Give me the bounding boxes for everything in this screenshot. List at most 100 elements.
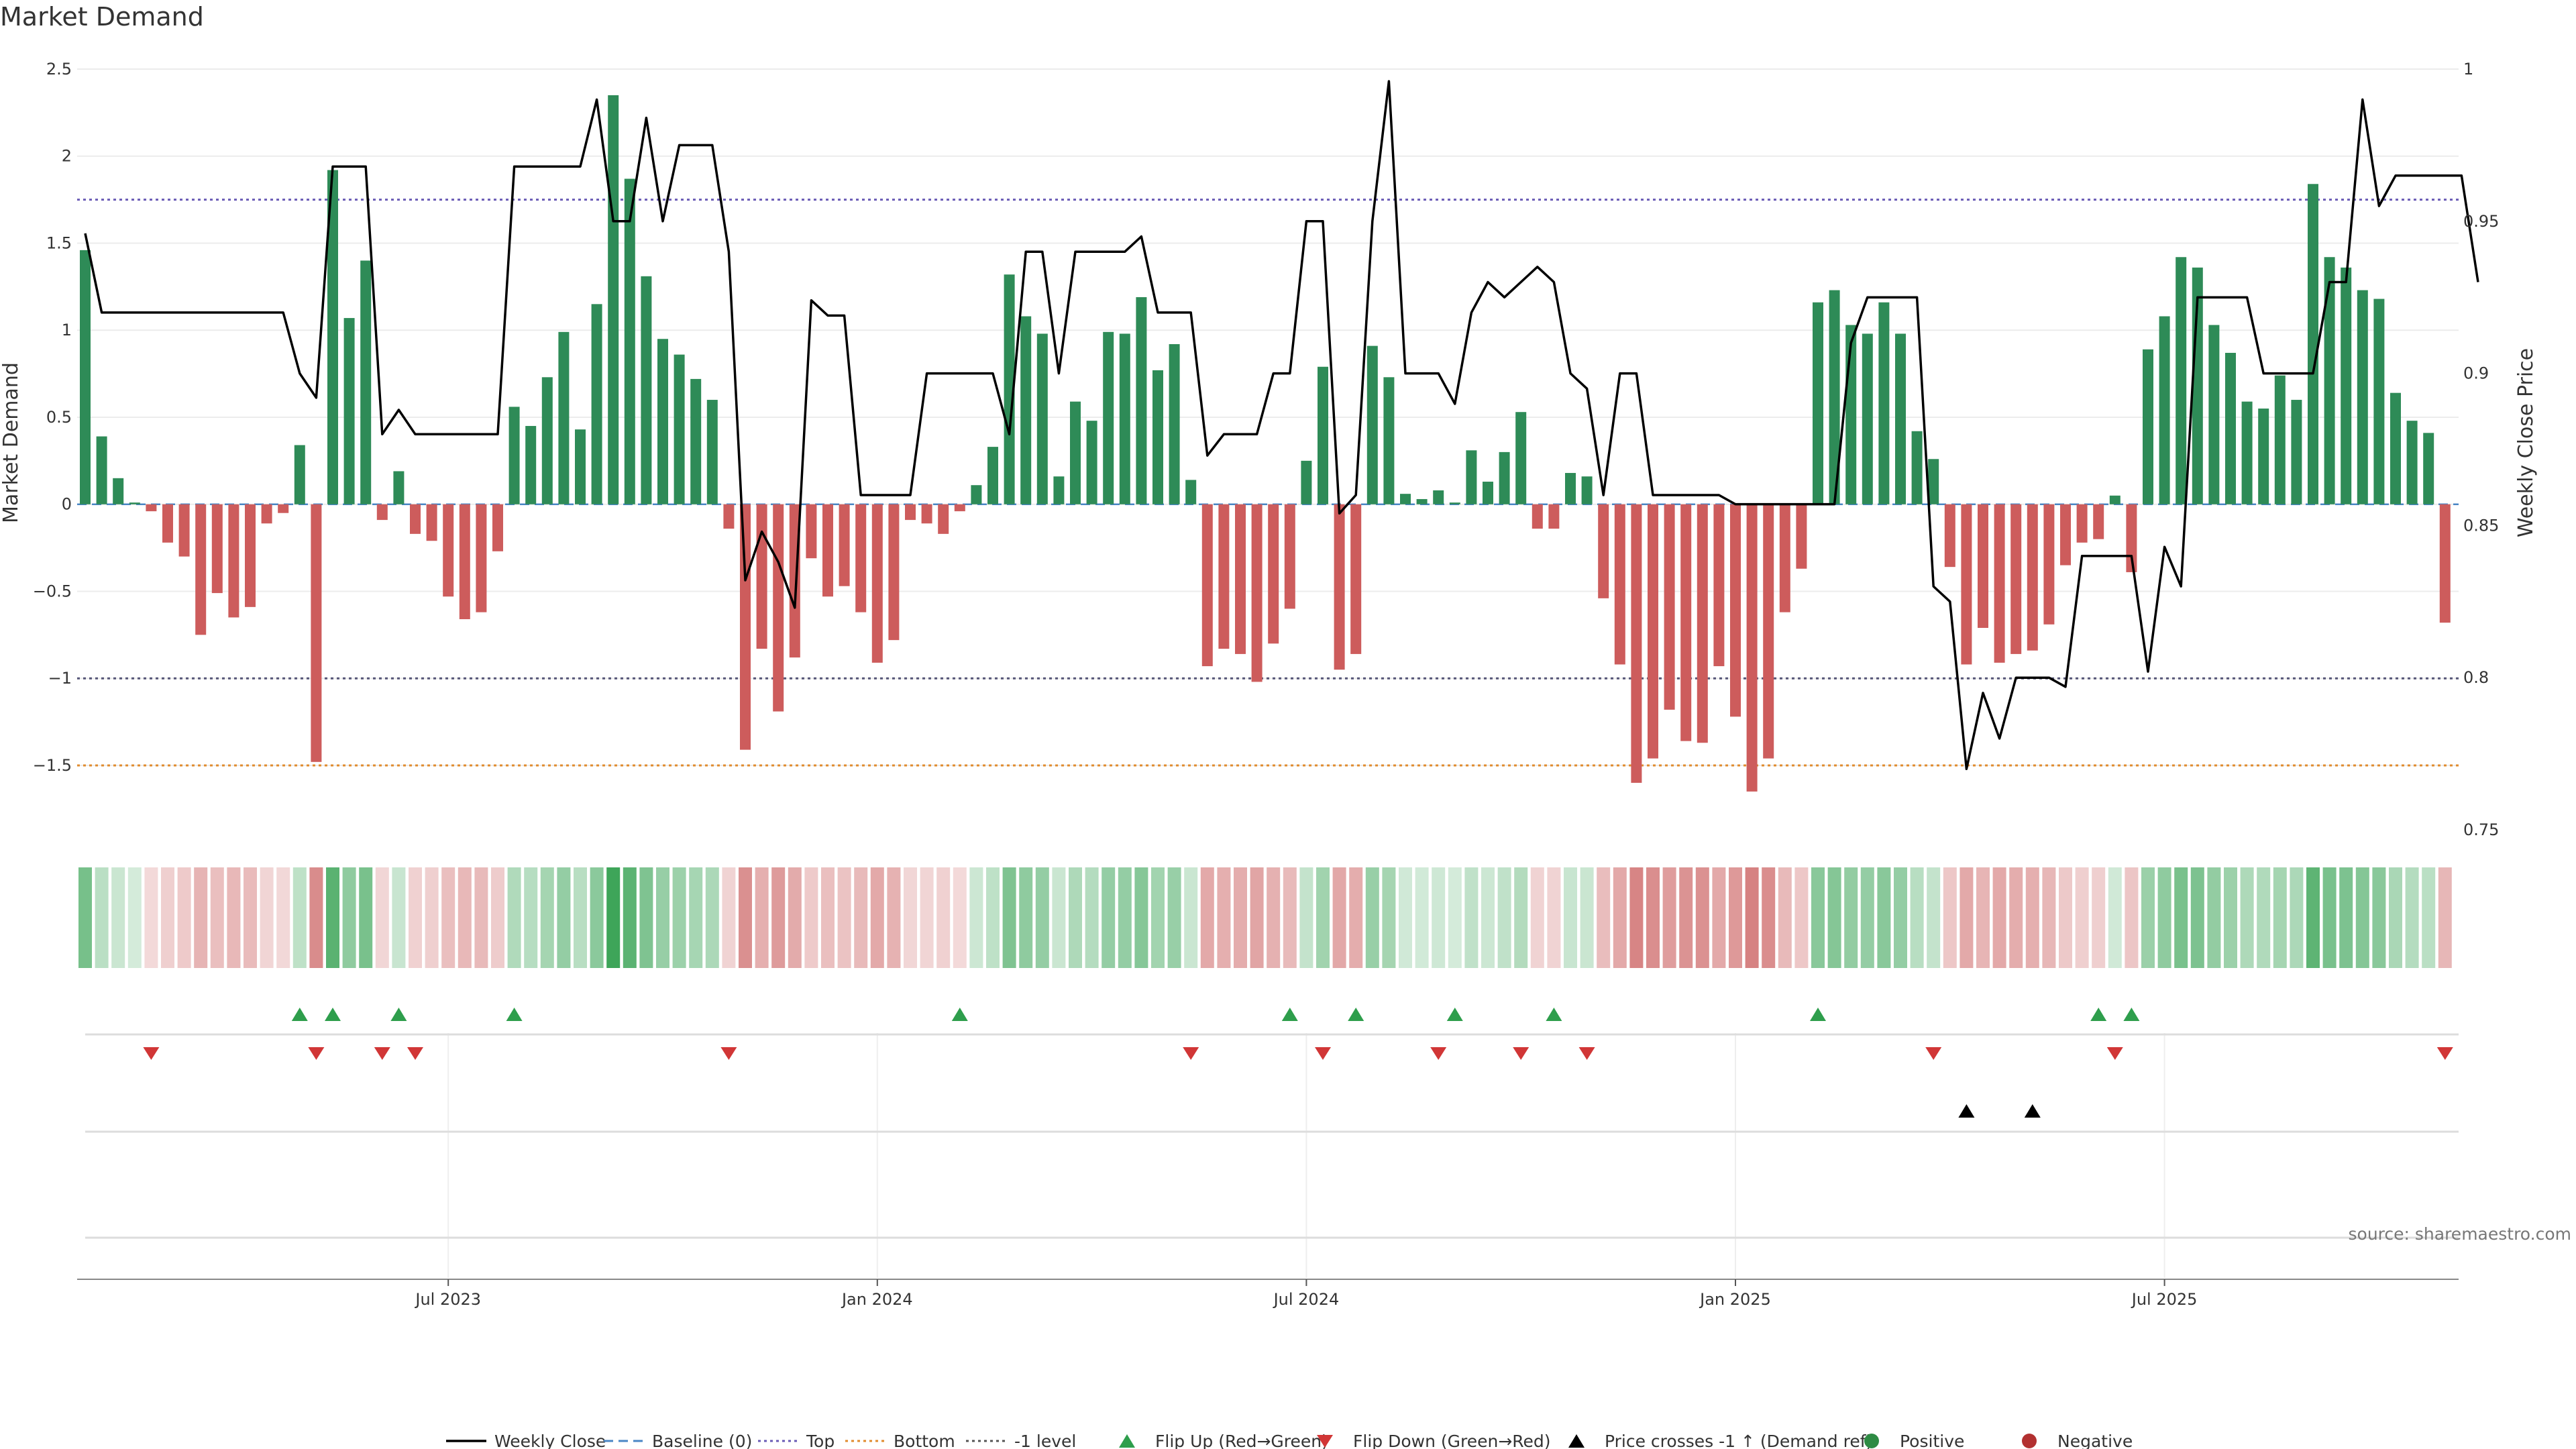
heat-cell bbox=[2092, 867, 2106, 968]
demand-bar bbox=[1862, 333, 1873, 504]
demand-bar bbox=[1730, 504, 1741, 717]
legend: Weekly Close Baseline (0) Top Bottom -1 leve… bbox=[446, 1432, 2133, 1449]
y-tick-label: 0.5 bbox=[46, 408, 72, 427]
demand-bar bbox=[608, 95, 619, 504]
demand-bar bbox=[624, 178, 635, 504]
flip-down-marker bbox=[374, 1047, 390, 1060]
heat-cell bbox=[2240, 867, 2254, 968]
heat-cell bbox=[1943, 867, 1957, 968]
heat-cell bbox=[326, 867, 339, 968]
demand-bar bbox=[525, 425, 537, 504]
heat-cell bbox=[1695, 867, 1709, 968]
y-tick-label: 2 bbox=[62, 147, 72, 166]
legend-item: Baseline (0) bbox=[604, 1432, 752, 1449]
heat-cell bbox=[1497, 867, 1511, 968]
heat-cell bbox=[2405, 867, 2419, 968]
flip-up-marker bbox=[951, 1008, 968, 1021]
demand-bar bbox=[1416, 498, 1428, 504]
heat-cell bbox=[1085, 867, 1099, 968]
left-y-ticks: 2.5 2 1.5 1 0.5 0 −0.5 −1 −1.5 bbox=[33, 60, 72, 775]
demand-bar bbox=[921, 504, 932, 524]
heat-cell bbox=[1019, 867, 1033, 968]
demand-bar bbox=[1169, 344, 1180, 504]
heat-cell bbox=[1580, 867, 1594, 968]
heat-cell bbox=[309, 867, 323, 968]
demand-bar bbox=[162, 504, 173, 543]
demand-bar bbox=[888, 504, 900, 641]
heat-cell bbox=[1778, 867, 1792, 968]
heat-cell bbox=[1002, 867, 1016, 968]
x-tick-label: Jul 2023 bbox=[414, 1290, 481, 1309]
demand-bar bbox=[938, 504, 949, 534]
x-tick-label: Jan 2024 bbox=[841, 1290, 913, 1309]
reference-levels bbox=[77, 199, 2459, 767]
demand-bar bbox=[756, 504, 767, 649]
heat-cell bbox=[623, 867, 637, 968]
heat-cell bbox=[1283, 867, 1297, 968]
flip-down-marker bbox=[1513, 1047, 1529, 1060]
heat-cell bbox=[2141, 867, 2155, 968]
heat-cell bbox=[2273, 867, 2287, 968]
heat-cell bbox=[1762, 867, 1776, 968]
heat-cell bbox=[2438, 867, 2452, 968]
demand-bar bbox=[2274, 375, 2286, 504]
heat-cell bbox=[2224, 867, 2237, 968]
heat-cell bbox=[392, 867, 406, 968]
legend-swatch bbox=[1568, 1434, 1585, 1448]
heat-cell bbox=[342, 867, 356, 968]
demand-bar bbox=[1648, 504, 1658, 759]
heat-cell bbox=[1432, 867, 1446, 968]
heat-cell bbox=[1613, 867, 1627, 968]
legend-label: Flip Down (Green→Red) bbox=[1353, 1432, 1551, 1449]
heat-cell bbox=[458, 867, 472, 968]
heat-cell bbox=[111, 867, 125, 968]
x-tick-label: Jul 2025 bbox=[2131, 1290, 2198, 1309]
demand-bar bbox=[2076, 504, 2088, 543]
demand-bar bbox=[2093, 504, 2104, 539]
demand-bar bbox=[228, 504, 239, 618]
heat-cell bbox=[2059, 867, 2072, 968]
demand-bar bbox=[1251, 504, 1263, 682]
heat-cell bbox=[1992, 867, 2006, 968]
demand-bar bbox=[311, 504, 322, 762]
demand-bar bbox=[2176, 257, 2187, 504]
demand-bar bbox=[1813, 302, 1823, 504]
heat-cell bbox=[887, 867, 901, 968]
legend-item: -1 level bbox=[966, 1432, 1076, 1449]
heat-cell bbox=[227, 867, 241, 968]
legend-swatch bbox=[1864, 1434, 1879, 1448]
flip-up-marker bbox=[2123, 1008, 2140, 1021]
heat-cell bbox=[1794, 867, 1809, 968]
demand-bar bbox=[2439, 504, 2451, 623]
demand-bar bbox=[2291, 400, 2302, 504]
demand-bar bbox=[508, 407, 520, 504]
heat-cell bbox=[1481, 867, 1495, 968]
demand-bar bbox=[822, 504, 833, 597]
heat-cell bbox=[1844, 867, 1858, 968]
heat-cell bbox=[557, 867, 571, 968]
heat-cell bbox=[821, 867, 835, 968]
demand-bar bbox=[1631, 504, 1642, 783]
demand-bar bbox=[1036, 333, 1048, 504]
heat-cell bbox=[2025, 867, 2039, 968]
x-axis-ticks: Jul 2023 Jan 2024 Jul 2024 Jan 2025 Jul 2025 bbox=[77, 1279, 2459, 1309]
demand-bar bbox=[476, 504, 487, 612]
legend-item: Negative bbox=[2022, 1432, 2133, 1449]
heat-cell bbox=[244, 867, 257, 968]
y2-tick-label: 0.9 bbox=[2463, 364, 2489, 383]
heat-cell bbox=[2207, 867, 2221, 968]
heat-cell bbox=[540, 867, 554, 968]
demand-bar bbox=[1152, 370, 1163, 504]
heat-cell bbox=[804, 867, 818, 968]
heat-cell bbox=[1860, 867, 1874, 968]
demand-bar bbox=[178, 504, 190, 557]
demand-bar bbox=[1483, 482, 1493, 504]
legend-label: Negative bbox=[2057, 1432, 2133, 1449]
heat-cell bbox=[705, 867, 719, 968]
demand-bar bbox=[2241, 401, 2253, 504]
demand-bar bbox=[1103, 331, 1114, 504]
demand-bar bbox=[2109, 495, 2121, 504]
demand-bar bbox=[905, 504, 916, 521]
demand-bar bbox=[1746, 504, 1758, 792]
heat-cell bbox=[2174, 867, 2188, 968]
